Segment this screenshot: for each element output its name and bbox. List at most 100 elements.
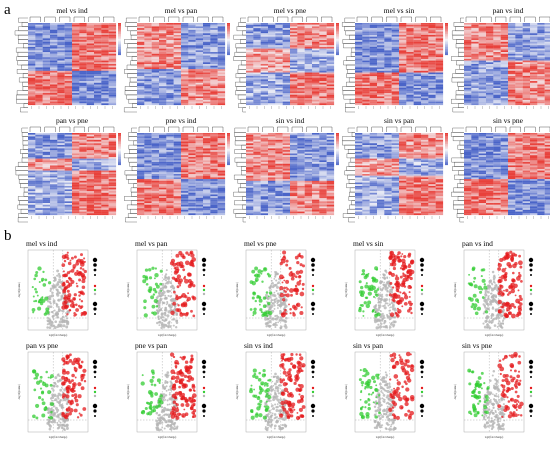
point-down (152, 305, 156, 309)
point-up (512, 279, 516, 283)
point-nodiff (166, 269, 168, 271)
point-up (302, 365, 304, 367)
point-nodiff (490, 299, 492, 301)
point-nodiff (385, 300, 387, 302)
point-up (402, 272, 404, 274)
point-nodiff (176, 313, 178, 315)
point-up (179, 391, 182, 394)
point-nodiff (492, 271, 495, 274)
point-up (300, 263, 303, 266)
heatmap-title: pan vs pne (56, 116, 89, 125)
point-down (469, 283, 471, 285)
point-nodiff (60, 422, 62, 424)
point-up (187, 292, 189, 294)
point-nodiff (57, 299, 59, 301)
point-up (175, 416, 179, 420)
point-up (187, 272, 191, 276)
point-nodiff (382, 326, 384, 328)
volcano-legend (93, 360, 97, 417)
point-nodiff (392, 422, 395, 425)
point-down (472, 403, 475, 406)
point-down (33, 300, 35, 302)
point-nodiff (167, 399, 169, 401)
point-nodiff (380, 288, 382, 290)
point-up (175, 263, 177, 265)
point-nodiff (274, 305, 276, 307)
point-up (401, 386, 404, 389)
point-up (177, 285, 180, 288)
point-nodiff (54, 412, 56, 414)
point-up (498, 290, 501, 293)
point-down (154, 299, 158, 303)
point-up (71, 374, 75, 378)
point-nodiff (492, 288, 495, 291)
point-nodiff (276, 286, 279, 289)
point-nodiff (48, 412, 50, 414)
point-down (35, 271, 38, 274)
point-up (405, 382, 408, 385)
y-axis-label: -log10(pvalue) (345, 282, 348, 298)
point-up (192, 393, 197, 398)
point-up (395, 312, 397, 314)
point-up (518, 414, 520, 416)
point-up (404, 402, 408, 406)
point-down (261, 281, 263, 283)
point-nodiff (157, 417, 159, 419)
point-nodiff (277, 322, 279, 324)
volcano-title: pne vs pan (135, 341, 167, 350)
point-nodiff (169, 386, 171, 388)
point-up (83, 311, 87, 315)
point-down (364, 400, 368, 404)
y-axis-label: -log10(pvalue) (236, 282, 239, 298)
point-up (76, 285, 78, 287)
point-up (511, 289, 515, 293)
point-nodiff (490, 293, 492, 295)
point-down (44, 297, 48, 301)
point-up (283, 368, 285, 370)
point-up (68, 283, 72, 287)
point-down (37, 266, 41, 270)
point-nodiff (59, 325, 61, 327)
point-nodiff (276, 380, 278, 382)
point-nodiff (491, 424, 493, 426)
point-nodiff (493, 281, 495, 283)
point-down (39, 299, 41, 301)
point-up (82, 407, 86, 411)
point-up (403, 255, 406, 258)
point-up (518, 289, 520, 291)
point-nodiff (62, 324, 65, 327)
point-down (373, 296, 375, 298)
y-axis-label: -log10(pvalue) (454, 282, 457, 298)
point-nodiff (280, 325, 282, 327)
point-down (468, 382, 471, 385)
point-up (518, 272, 520, 274)
point-nodiff (173, 288, 175, 290)
point-nodiff (392, 320, 395, 323)
point-up (295, 376, 299, 380)
point-nodiff (494, 419, 496, 421)
point-nodiff (163, 320, 166, 323)
point-up (508, 311, 512, 315)
point-up (78, 394, 82, 398)
point-up (189, 389, 192, 392)
point-nodiff (65, 326, 68, 329)
point-down (151, 383, 153, 385)
point-up (500, 373, 502, 375)
point-down (154, 384, 157, 387)
point-nodiff (162, 316, 164, 318)
point-nodiff (489, 425, 491, 427)
point-down (254, 267, 258, 271)
point-nodiff (492, 374, 494, 376)
point-up (286, 260, 289, 263)
point-nodiff (273, 278, 275, 280)
point-nodiff (486, 295, 488, 297)
point-nodiff (169, 394, 171, 396)
point-nodiff (167, 302, 169, 304)
point-down (370, 393, 372, 395)
point-up (193, 390, 195, 392)
point-up (282, 281, 284, 283)
point-down (251, 270, 255, 274)
point-nodiff (274, 373, 277, 376)
point-up (393, 365, 396, 368)
point-down (255, 375, 259, 379)
